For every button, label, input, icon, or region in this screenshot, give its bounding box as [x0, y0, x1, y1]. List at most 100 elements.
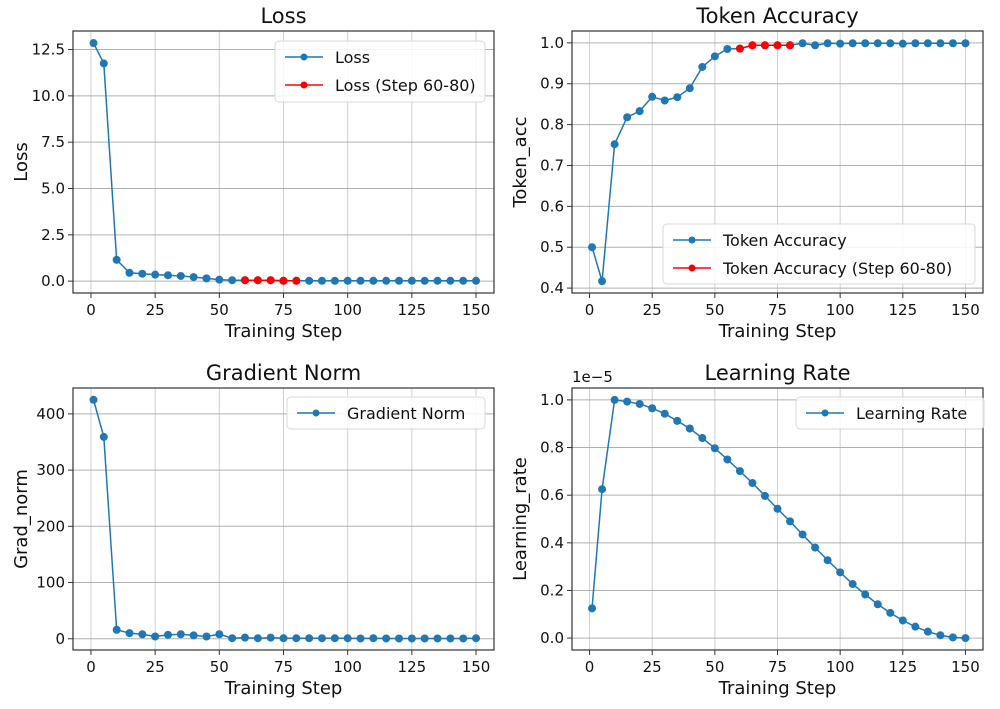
data-point [923, 39, 932, 48]
data-point [735, 467, 744, 476]
data-point [266, 633, 275, 642]
x-tick-label: 25 [146, 301, 165, 319]
data-point [459, 276, 468, 285]
data-point [369, 276, 378, 285]
y-tick-label: 10.0 [32, 87, 65, 105]
y-tick-label: 0.7 [540, 156, 564, 174]
legend-label: Gradient Norm [347, 404, 465, 423]
legend: Loss Loss (Step 60-80) [274, 40, 486, 103]
y-tick-label: 1.0 [540, 34, 564, 52]
data-point [318, 276, 327, 285]
data-point [961, 39, 970, 48]
x-axis-label: Training Step [224, 321, 343, 342]
data-point [748, 41, 757, 50]
data-point [911, 622, 920, 631]
x-tick-label: 150 [462, 658, 491, 676]
legend-label: Token Accuracy (Step 60-80) [722, 259, 952, 278]
x-tick-label: 150 [951, 301, 980, 319]
data-point [961, 634, 970, 643]
data-point [786, 517, 795, 526]
chart-title: Token Accuracy [695, 4, 858, 28]
x-tick-label: 50 [210, 658, 229, 676]
data-point [343, 276, 352, 285]
y-tick-label: 400 [36, 405, 65, 423]
legend-label: Token Accuracy [722, 231, 847, 250]
data-point [786, 41, 795, 50]
x-tick-label: 50 [210, 301, 229, 319]
data-point [395, 276, 404, 285]
data-point [610, 395, 619, 404]
x-tick-label: 25 [643, 301, 662, 319]
data-point [305, 634, 314, 643]
legend-label: Loss (Step 60-80) [335, 76, 476, 95]
data-point [911, 39, 920, 48]
data-point [99, 432, 108, 441]
x-tick-label: 100 [826, 301, 855, 319]
y-tick-label: 0.9 [540, 75, 564, 93]
legend-marker-icon [300, 53, 308, 61]
data-point [228, 276, 237, 285]
data-point [723, 44, 732, 53]
x-tick-label: 125 [398, 658, 427, 676]
data-point [89, 39, 98, 48]
data-point [151, 632, 160, 641]
y-tick-label: 0.0 [540, 629, 564, 647]
x-tick-label: 0 [585, 301, 595, 319]
data-point [253, 634, 262, 643]
x-axis-label: Training Step [224, 678, 343, 699]
data-point [240, 633, 249, 642]
legend-box [662, 223, 976, 285]
legend-label: Loss [335, 48, 370, 67]
x-tick-label: 150 [951, 658, 980, 676]
legend-box [795, 396, 985, 430]
legend-marker-icon [821, 409, 829, 417]
x-tick-label: 75 [768, 658, 787, 676]
series-line [92, 399, 477, 640]
data-point [382, 634, 391, 643]
data-point [773, 504, 782, 513]
x-tick-label: 100 [826, 658, 855, 676]
data-point [760, 491, 769, 500]
data-point [710, 52, 719, 61]
data-point [125, 268, 134, 277]
y-tick-label: 0.6 [540, 197, 564, 215]
data-point [125, 629, 134, 638]
x-tick-label: 0 [585, 658, 595, 676]
data-point [685, 84, 694, 93]
data-point [698, 434, 707, 443]
y-tick-label: 12.5 [32, 41, 65, 59]
data-point [202, 632, 211, 641]
data-point [898, 39, 907, 48]
data-point [648, 92, 657, 101]
y-tick-label: 300 [36, 461, 65, 479]
data-point [138, 269, 147, 278]
data-point [99, 59, 108, 68]
y-tick-label: 0.6 [540, 486, 564, 504]
y-offset-label: 1e−5 [572, 368, 613, 386]
data-point [773, 41, 782, 50]
data-point [673, 416, 682, 425]
x-tick-label: 125 [888, 658, 917, 676]
data-point [407, 276, 416, 285]
data-point [723, 455, 732, 464]
data-point [873, 39, 882, 48]
data-point [623, 397, 632, 406]
chart-title: Loss [260, 4, 306, 28]
data-point [176, 630, 185, 639]
data-point [710, 444, 719, 453]
data-point [886, 608, 895, 617]
data-point [811, 41, 820, 50]
loss-panel: 0 25 50 75 100 125 150 0.0 2.5 5.0 7.5 10.0 12.5 Loss… [11, 4, 495, 342]
data-point [936, 39, 945, 48]
token-accuracy-panel: 0 25 50 75 100 125 150 0.4 0.5 0.6 0.7 0.8 0.9 1.0 Tok… [510, 4, 984, 342]
data-point [861, 39, 870, 48]
data-point [685, 424, 694, 433]
data-point [823, 39, 832, 48]
data-point [138, 630, 147, 639]
data-point [861, 590, 870, 599]
x-tick-label: 0 [86, 658, 96, 676]
data-point [588, 243, 597, 252]
data-point [635, 107, 644, 116]
data-point [343, 634, 352, 643]
y-tick-label: 0.5 [540, 238, 564, 256]
